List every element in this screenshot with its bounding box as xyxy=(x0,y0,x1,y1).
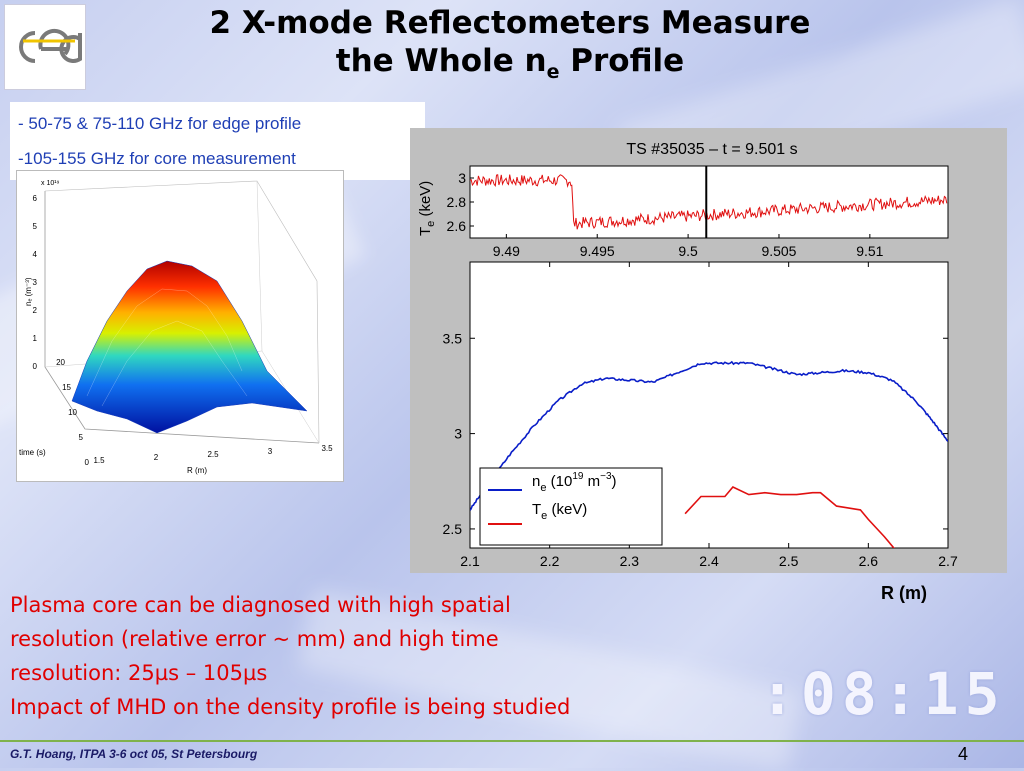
profile-plots-svg: TS #35035 – t = 9.501 s 9.49 9.495 9.5 9.50… xyxy=(417,141,958,569)
profile-x-tick: 2.7 xyxy=(938,553,958,569)
bullet-core-measurement: -105-155 GHz for core measurement xyxy=(18,149,296,168)
surface-z-label: nₑ (m⁻³) xyxy=(24,277,33,306)
page-number: 4 xyxy=(958,744,969,764)
te-y-label: Te (keV) xyxy=(417,181,437,236)
te-y-tick: 2.6 xyxy=(447,218,467,234)
te-y-label-sub: e xyxy=(425,221,437,227)
surface-z-tick: 3 xyxy=(33,278,38,287)
profile-x-tick: 2.1 xyxy=(460,553,480,569)
surface-r-tick: 2.5 xyxy=(207,450,219,459)
r-axis-label: R (m) xyxy=(881,583,927,603)
title-line-2-end: Profile xyxy=(559,43,685,79)
surface-r-tick: 3.5 xyxy=(321,444,333,453)
cea-logo xyxy=(4,4,86,90)
frequency-bullets: - 50-75 & 75-110 GHz for edge profile -1… xyxy=(10,102,425,180)
slide-body-text: Plasma core can be diagnosed with high s… xyxy=(10,588,770,724)
surface-z-tick: 4 xyxy=(33,250,38,259)
surface-z-tick: 2 xyxy=(33,306,38,315)
footer-citation: G.T. Hoang, ITPA 3-6 oct 05, St Petersbo… xyxy=(10,747,258,761)
te-x-tick: 9.51 xyxy=(856,243,883,259)
profile-y-tick: 3.5 xyxy=(443,330,463,346)
footer-divider xyxy=(0,740,1024,742)
surface-time-label: time (s) xyxy=(19,448,46,457)
profile-y-tick: 2.5 xyxy=(443,521,463,537)
profile-x-tick: 2.3 xyxy=(620,553,640,569)
density-surface xyxy=(71,260,308,434)
te-chart-title: TS #35035 – t = 9.501 s xyxy=(626,141,797,158)
surface-time-tick: 5 xyxy=(79,433,84,442)
surface-time-tick: 20 xyxy=(56,358,65,367)
slide-title: 2 X-mode Reflectometers Measure the Whol… xyxy=(120,4,900,91)
profile-x-tick: 2.6 xyxy=(859,553,879,569)
te-x-tick: 9.505 xyxy=(761,243,796,259)
ne-profile-line xyxy=(470,360,948,511)
clock-overlay: :08:15 xyxy=(760,660,1006,728)
te-x-tick: 9.5 xyxy=(678,243,698,259)
legend-te-label: Te (keV) xyxy=(532,501,587,522)
profile-x-tick: 2.5 xyxy=(779,553,799,569)
title-line-2-main: the Whole n xyxy=(335,43,547,79)
bullet-edge-profile: - 50-75 & 75-110 GHz for edge profile xyxy=(18,114,302,133)
profile-x-tick: 2.4 xyxy=(699,553,719,569)
cea-logo-mark xyxy=(19,28,82,63)
surface-r-tick: 1.5 xyxy=(93,456,105,465)
surface-time-tick: 10 xyxy=(68,408,77,417)
profile-plot-panel: TS #35035 – t = 9.501 s 9.49 9.495 9.5 9.50… xyxy=(410,128,1007,573)
surface-scale-label: x 10¹⁹ xyxy=(41,180,60,187)
title-line-1: 2 X-mode Reflectometers Measure xyxy=(209,5,811,41)
profile-legend: ne (1019 m−3) Te (keV) xyxy=(479,467,663,546)
body-line-4: Impact of MHD on the density profile is … xyxy=(10,695,571,719)
surface-time-tick: 15 xyxy=(62,383,71,392)
title-line-2: the Whole ne Profile xyxy=(120,42,900,91)
te-profile-line xyxy=(684,486,895,548)
te-y-label-unit: (keV) xyxy=(417,181,434,221)
surface-z-tick: 0 xyxy=(33,362,38,371)
te-y-tick: 2.8 xyxy=(447,194,467,210)
body-line-1: Plasma core can be diagnosed with high s… xyxy=(10,593,511,617)
surface-time-tick: 0 xyxy=(85,458,90,467)
legend-ne-label: ne (1019 m−3) xyxy=(532,471,617,494)
te-x-tick: 9.495 xyxy=(580,243,615,259)
surface-z-tick: 5 xyxy=(33,222,38,231)
body-line-2: resolution (relative error ~ mm) and hig… xyxy=(10,627,499,651)
surface-r-label: R (m) xyxy=(187,466,207,475)
body-line-3: resolution: 25µs – 105µs xyxy=(10,661,268,685)
surface-r-tick: 2 xyxy=(154,453,159,462)
title-line-2-sub: e xyxy=(546,61,560,84)
te-x-tick: 9.49 xyxy=(493,243,520,259)
te-plot-area xyxy=(469,165,949,239)
te-y-label-main: T xyxy=(417,227,434,236)
surface-z-tick: 1 xyxy=(33,334,38,343)
surface-r-tick: 3 xyxy=(268,447,273,456)
profile-x-tick: 2.2 xyxy=(540,553,560,569)
surface-z-tick: 6 xyxy=(33,194,38,203)
profile-y-tick: 3 xyxy=(454,426,462,442)
te-time-series-line xyxy=(469,174,948,230)
te-y-tick: 3 xyxy=(458,170,466,186)
